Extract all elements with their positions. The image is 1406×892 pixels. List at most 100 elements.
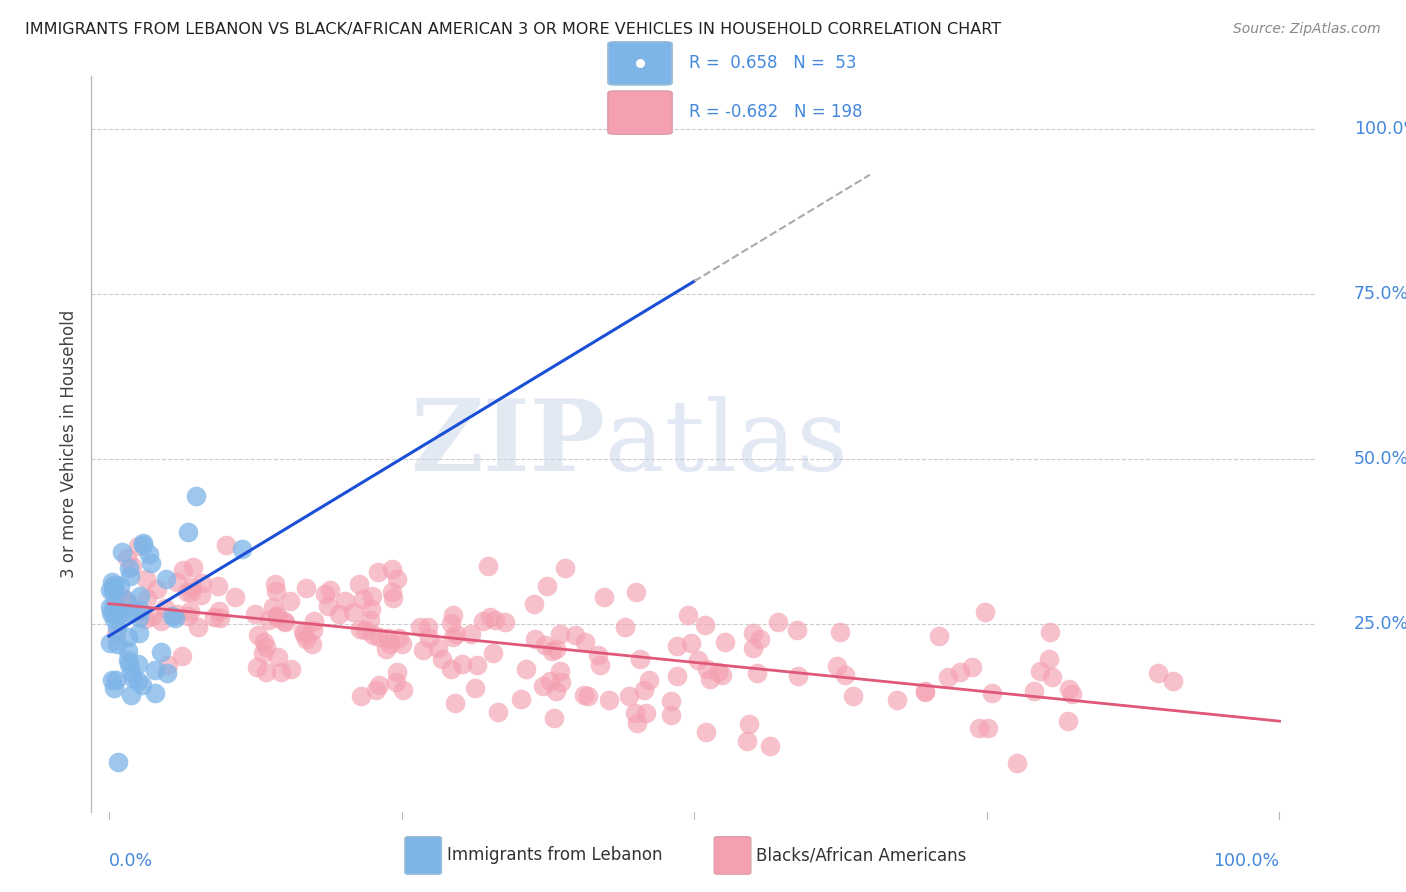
Point xyxy=(117,605,139,619)
Point xyxy=(266,609,288,624)
Point xyxy=(302,614,325,628)
Point xyxy=(105,621,128,635)
Point xyxy=(143,663,166,677)
Point xyxy=(696,662,718,676)
Point xyxy=(359,613,381,627)
Point xyxy=(103,578,125,592)
Point xyxy=(544,684,567,698)
Point xyxy=(981,686,1004,700)
Point xyxy=(742,641,765,656)
Point xyxy=(679,636,702,650)
Point xyxy=(254,640,277,654)
Point xyxy=(441,631,464,645)
Point xyxy=(135,572,157,586)
Point xyxy=(176,525,198,540)
Point xyxy=(187,620,209,634)
Point xyxy=(231,541,253,556)
Point xyxy=(342,605,364,619)
Point xyxy=(181,559,204,574)
Point xyxy=(628,56,651,70)
Point xyxy=(388,631,411,645)
Text: R =  0.658   N =  53: R = 0.658 N = 53 xyxy=(689,54,856,72)
Point xyxy=(830,624,852,639)
Point xyxy=(486,705,509,719)
Point xyxy=(477,559,499,574)
Point xyxy=(886,693,908,707)
Point xyxy=(686,653,709,667)
Point xyxy=(176,585,198,599)
Point xyxy=(598,693,620,707)
Point xyxy=(564,628,586,642)
Point xyxy=(179,604,201,618)
Point xyxy=(129,602,152,616)
Point xyxy=(294,626,316,640)
Point xyxy=(129,590,152,604)
Point xyxy=(1039,625,1062,640)
Point xyxy=(384,674,406,689)
Point xyxy=(127,539,149,553)
FancyBboxPatch shape xyxy=(607,91,672,134)
Point xyxy=(274,615,297,629)
Point xyxy=(98,599,121,614)
Point xyxy=(170,649,193,664)
Point xyxy=(440,662,463,676)
Point xyxy=(368,678,391,692)
Point xyxy=(103,597,125,611)
Point xyxy=(108,579,131,593)
Point xyxy=(444,696,467,710)
Point xyxy=(111,545,134,559)
Point xyxy=(1059,682,1081,697)
Point xyxy=(659,694,682,708)
Point xyxy=(441,608,464,623)
Point xyxy=(638,673,661,687)
Point xyxy=(266,608,288,623)
Point xyxy=(103,612,125,626)
Point xyxy=(156,665,179,680)
Point xyxy=(360,602,382,616)
Point xyxy=(377,632,399,646)
Point xyxy=(593,590,616,604)
FancyBboxPatch shape xyxy=(714,837,751,874)
Point xyxy=(515,662,537,676)
Point xyxy=(619,689,641,703)
Point xyxy=(135,591,157,606)
Point xyxy=(246,660,269,674)
Point xyxy=(786,623,808,637)
Point xyxy=(426,640,449,655)
Point xyxy=(208,604,231,618)
Point xyxy=(714,635,737,649)
Point xyxy=(412,642,434,657)
Point xyxy=(254,665,277,680)
Point xyxy=(451,657,474,672)
Point xyxy=(224,590,246,604)
Point xyxy=(160,608,183,623)
Point xyxy=(471,614,494,628)
Text: atlas: atlas xyxy=(605,396,848,491)
Point xyxy=(264,583,287,598)
Text: IMMIGRANTS FROM LEBANON VS BLACK/AFRICAN AMERICAN 3 OR MORE VEHICLES IN HOUSEHOL: IMMIGRANTS FROM LEBANON VS BLACK/AFRICAN… xyxy=(25,22,1001,37)
Point xyxy=(385,573,408,587)
Point xyxy=(531,679,554,693)
Point xyxy=(391,637,413,651)
Point xyxy=(280,661,302,675)
Point xyxy=(745,666,768,681)
Point xyxy=(1024,684,1046,698)
Point xyxy=(572,688,595,702)
Point xyxy=(157,657,180,672)
Point xyxy=(430,652,453,666)
Point xyxy=(353,623,375,637)
Point xyxy=(382,591,405,606)
Point xyxy=(107,755,129,769)
Point xyxy=(190,588,212,602)
Point xyxy=(368,630,391,644)
Point xyxy=(121,671,143,685)
Point xyxy=(834,668,856,682)
Point xyxy=(190,575,212,590)
Point xyxy=(544,641,567,656)
Point xyxy=(155,572,177,586)
Point xyxy=(759,739,782,753)
Point xyxy=(418,620,440,634)
Point xyxy=(166,607,188,621)
Point xyxy=(523,597,546,611)
Point xyxy=(465,657,488,672)
